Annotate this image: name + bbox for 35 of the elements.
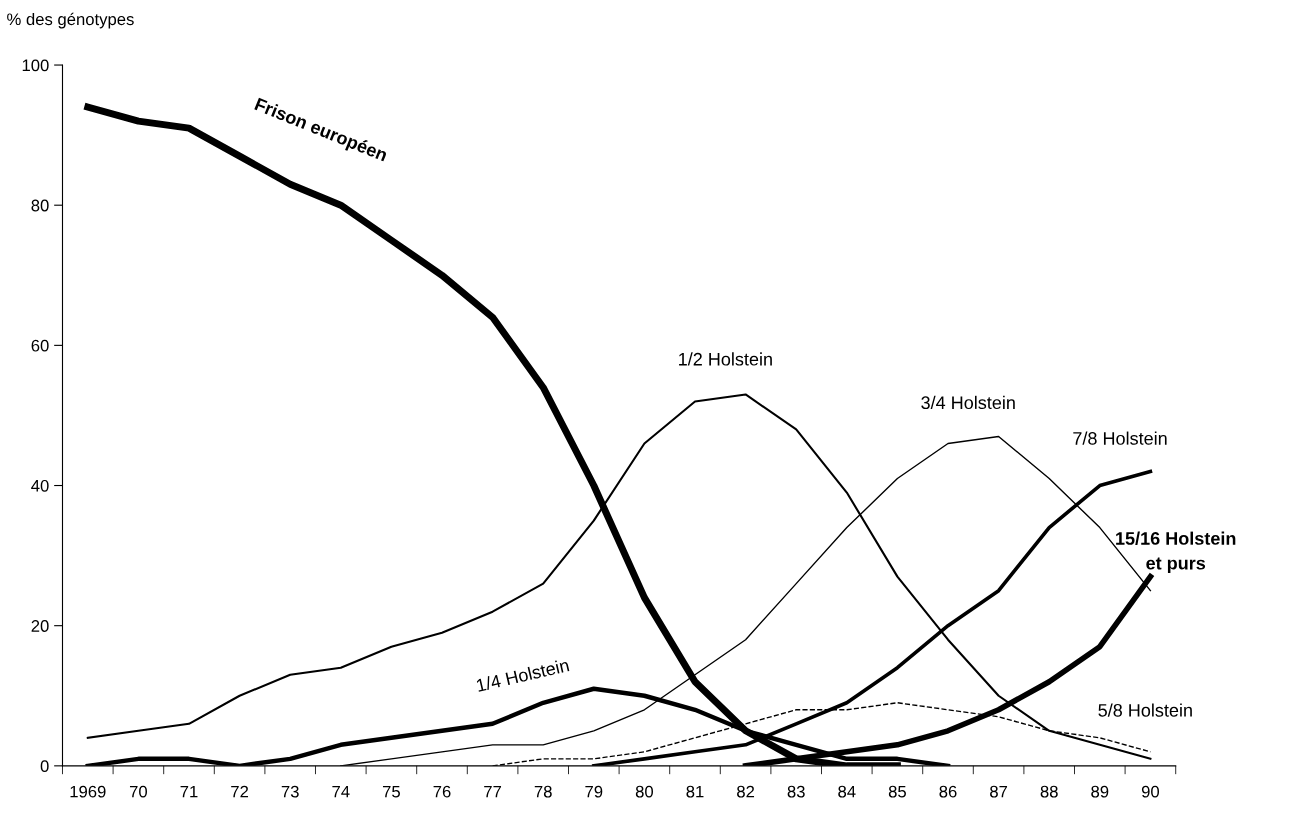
series-label: 7/8 Holstein — [1073, 431, 1167, 445]
x-tick-label: 1969 — [70, 785, 106, 798]
x-tick-label: 89 — [1091, 785, 1109, 798]
x-tick-label: 79 — [585, 785, 603, 798]
x-tick-label: 86 — [939, 785, 957, 798]
text: 1/2 Holstein — [679, 352, 772, 366]
x-tick-label: 87 — [990, 785, 1008, 798]
x-tick-label: 73 — [281, 785, 299, 798]
x-tick-label: 78 — [534, 785, 552, 798]
y-tick-label: 40 — [31, 479, 49, 492]
series-label: 3/4 Holstein — [921, 395, 1015, 410]
x-tick-label: 85 — [888, 785, 906, 798]
x-tick-label: 76 — [433, 785, 451, 798]
y-axis-title: % des génotypes — [7, 12, 134, 29]
y-tick-label: 0 — [40, 760, 49, 773]
x-tick-label: 81 — [686, 785, 704, 798]
x-tick-label: 71 — [180, 785, 198, 798]
x-tick-label: 75 — [382, 785, 400, 798]
text: 1/4 Holstein — [475, 658, 570, 692]
series-label: 15/16 Holstein et purs — [1116, 531, 1236, 574]
x-tick-label: 74 — [332, 785, 350, 798]
y-tick-label: 60 — [31, 339, 49, 352]
y-tick-label: 80 — [31, 199, 49, 212]
x-tick-label: 70 — [129, 785, 148, 798]
x-tick-label: 82 — [737, 785, 755, 798]
x-tick-label: 88 — [1040, 785, 1058, 798]
x-tick-label: 72 — [231, 785, 249, 798]
x-tick-label: 80 — [635, 785, 654, 798]
y-tick-label: 100 — [22, 59, 49, 72]
x-tick-label: 90 — [1141, 785, 1160, 798]
x-tick-label: 84 — [838, 785, 856, 798]
series-label: 5/8 Holstein — [1098, 703, 1192, 717]
x-tick-label: 83 — [787, 785, 805, 798]
y-tick-label: 20 — [31, 620, 49, 632]
x-tick-label: 77 — [484, 785, 502, 798]
